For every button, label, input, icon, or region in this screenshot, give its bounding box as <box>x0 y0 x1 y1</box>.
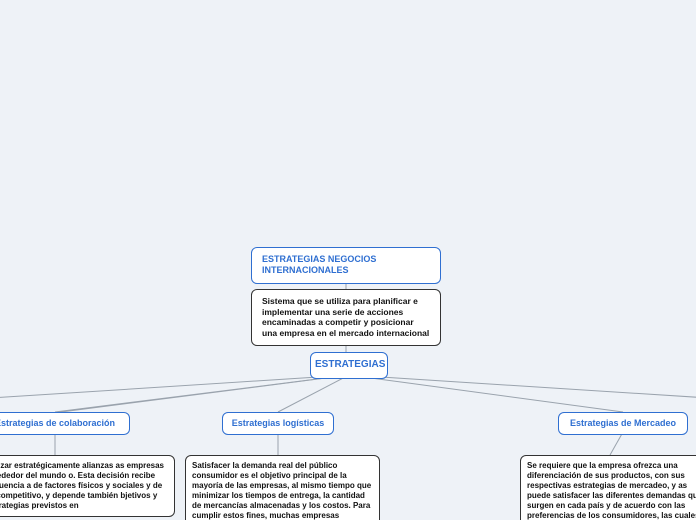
root-title-node[interactable]: ESTRATEGIAS NEGOCIOS INTERNACIONALES <box>251 247 441 284</box>
root-title-text: ESTRATEGIAS NEGOCIOS INTERNACIONALES <box>262 254 376 275</box>
branch-label: Estrategias logísticas <box>232 418 325 428</box>
branch-mercadeo[interactable]: Estrategias de Mercadeo <box>558 412 688 435</box>
diagram-canvas: ESTRATEGIAS NEGOCIOS INTERNACIONALES Sis… <box>0 0 696 520</box>
central-label: ESTRATEGIAS <box>315 359 385 370</box>
branch-label: Estrategias de colaboración <box>0 418 115 428</box>
root-description-node: Sistema que se utiliza para planificar e… <box>251 289 441 346</box>
branch-logisticas[interactable]: Estrategias logísticas <box>222 412 334 435</box>
branch-colaboracion[interactable]: Estrategias de colaboración <box>0 412 130 435</box>
body-text: Satisfacer la demanda real del público c… <box>192 461 371 520</box>
root-description-text: Sistema que se utiliza para planificar e… <box>262 296 429 338</box>
central-node[interactable]: ESTRATEGIAS <box>310 352 388 379</box>
body-colaboracion: ealizar estratégicamente alianzas as emp… <box>0 455 175 517</box>
body-mercadeo: Se requiere que la empresa ofrezca una d… <box>520 455 696 520</box>
body-text: Se requiere que la empresa ofrezca una d… <box>527 461 696 520</box>
body-logisticas: Satisfacer la demanda real del público c… <box>185 455 380 520</box>
branch-label: Estrategias de Mercadeo <box>570 418 676 428</box>
body-text: ealizar estratégicamente alianzas as emp… <box>0 461 164 510</box>
